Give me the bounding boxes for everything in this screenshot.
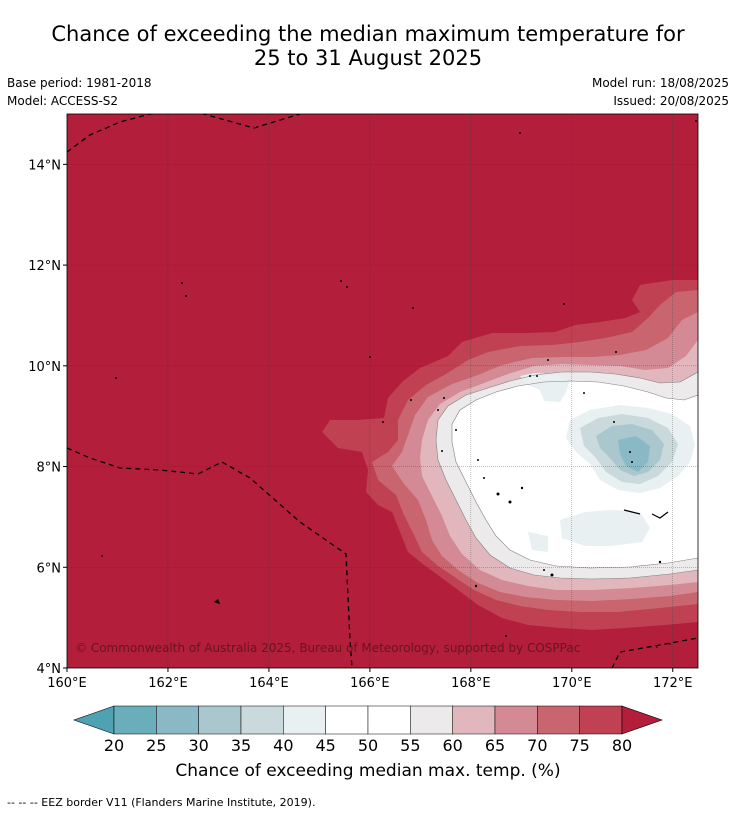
lat-tick-label: 6°N <box>37 561 62 576</box>
colorbar-swatch <box>283 705 326 735</box>
contour-25-30 <box>618 436 650 472</box>
colorbar-swatch <box>494 705 538 735</box>
lon-tick-label: 162°E <box>148 676 188 691</box>
colorbar-swatch <box>367 705 411 735</box>
colorbar-under-triangle <box>73 705 115 735</box>
lat-tick-label: 10°N <box>28 360 61 375</box>
map-frame <box>66 113 699 669</box>
gridlines <box>67 114 698 668</box>
lat-tick-label: 12°N <box>28 259 61 274</box>
run-info: Model run: 18/08/2025 Issued: 20/08/2025 <box>592 74 729 110</box>
colorbar-tick-label: 45 <box>315 736 336 755</box>
base-period: Base period: 1981-2018 <box>7 76 152 90</box>
colorbar-swatch <box>240 705 284 735</box>
model-info: Base period: 1981-2018 Model: ACCESS-S2 <box>7 74 152 110</box>
map-plot-area <box>67 114 698 668</box>
colorbar-tick-label: 65 <box>484 736 506 755</box>
model-run: Model run: 18/08/2025 <box>591 76 729 90</box>
longitude-axis: 160°E 162°E 164°E 166°E 168°E 170°E 172°E <box>47 668 693 691</box>
islands <box>101 120 697 648</box>
colorbar-swatch <box>410 705 453 735</box>
contour-lines <box>435 371 698 580</box>
colorbar-swatch <box>537 705 580 735</box>
lon-tick-label: 164°E <box>249 676 289 691</box>
latitude-axis: 14°N 12°N 10°N 8°N 6°N 4°N <box>28 158 67 677</box>
colorbar-tick-label: 55 <box>400 736 421 755</box>
copyright-notice: © Commonwealth of Australia 2025, Bureau… <box>75 641 581 655</box>
contour-40-45-south <box>560 510 650 546</box>
eez-border-southeast <box>611 637 698 668</box>
lon-tick-label: 160°E <box>47 676 87 691</box>
colorbar-tick-label: 60 <box>442 736 463 755</box>
colorbar-over-triangle <box>621 705 663 735</box>
colorbar-tick-label: 50 <box>357 736 379 755</box>
eez-legend-note: -- -- -- EEZ border V11 (Flanders Marine… <box>7 796 316 809</box>
colorbar-swatch <box>156 705 199 735</box>
colorbar-tick-label: 20 <box>103 736 125 755</box>
colorbar-swatch <box>198 705 242 735</box>
colorbar <box>73 705 663 735</box>
map-title: Chance of exceeding the median maximum t… <box>0 22 736 70</box>
lat-tick-label: 14°N <box>28 158 61 173</box>
colorbar-tick-labels: 20 25 30 35 40 45 50 55 60 65 70 75 80 <box>0 736 736 756</box>
colorbar-swatch <box>113 705 157 735</box>
colorbar-tick-label: 40 <box>273 736 294 755</box>
colorbar-tick-label: 80 <box>611 736 633 755</box>
contour-40-45-north <box>520 373 570 402</box>
lat-tick-label: 4°N <box>37 662 62 677</box>
colorbar-swatch <box>452 705 496 735</box>
title-line-1: Chance of exceeding the median maximum t… <box>51 22 685 46</box>
lon-tick-label: 168°E <box>451 676 491 691</box>
lon-tick-label: 170°E <box>552 676 592 691</box>
colorbar-tick-label: 75 <box>569 736 590 755</box>
lon-tick-label: 172°E <box>653 676 693 691</box>
colorbar-tick-label: 30 <box>188 736 209 755</box>
lat-tick-label: 8°N <box>37 461 62 476</box>
colorbar-title: Chance of exceeding median max. temp. (%… <box>175 761 561 781</box>
title-line-2: 25 to 31 August 2025 <box>253 46 483 70</box>
issued-date: Issued: 20/08/2025 <box>613 94 729 108</box>
colorbar-tick-label: 35 <box>230 736 252 755</box>
colorbar-swatch <box>325 705 369 735</box>
colorbar-tick-label: 70 <box>527 736 548 755</box>
eez-borders <box>67 114 698 668</box>
colorbar-tick-label: 25 <box>146 736 167 755</box>
eez-border-north <box>67 114 301 153</box>
eez-border-west <box>67 447 353 668</box>
model-name: Model: ACCESS-S2 <box>7 94 119 108</box>
colorbar-swatch <box>579 705 623 735</box>
lon-tick-label: 166°E <box>350 676 390 691</box>
contour-40-45-west <box>528 532 548 552</box>
